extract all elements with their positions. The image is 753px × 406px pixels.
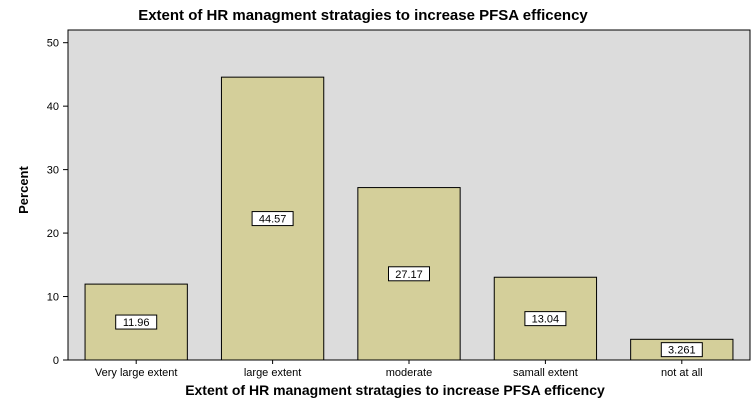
data-label-box [660,342,703,358]
y-tick-label: 10 [47,292,59,304]
x-tick-label: not at all [661,367,703,379]
data-label: 3.261 [668,345,696,357]
data-label: 44.57 [259,214,287,226]
y-tick-label: 20 [47,228,59,240]
y-axis: 0 10 20 30 40 50 [47,38,68,367]
x-axis-title: Extent of HR managment stratagies to inc… [185,382,605,398]
y-tick-label: 0 [53,355,59,367]
data-label-box [115,314,158,330]
chart-title: Extent of HR managment stratagies to inc… [138,7,588,24]
y-tick-label: 30 [47,165,59,177]
data-label: 13.04 [532,314,560,326]
y-tick-label: 40 [47,101,59,113]
x-tick-label: samall extent [513,367,578,379]
data-label-box [251,211,294,227]
x-tick-label: Very large extent [95,367,178,379]
x-axis: Very large extent large extent moderate sam… [95,360,703,379]
y-axis-title: Percent [16,165,31,213]
data-label-box [388,266,430,282]
x-tick-label: moderate [386,367,432,379]
x-tick-label: large extent [244,367,301,379]
y-tick-label: 50 [47,38,59,50]
data-label: 11.96 [123,317,150,329]
data-label: 27.17 [395,269,423,281]
bars-group: 11.96 44.57 27.17 13.04 3.261 [84,76,734,361]
data-label-box [524,311,567,327]
